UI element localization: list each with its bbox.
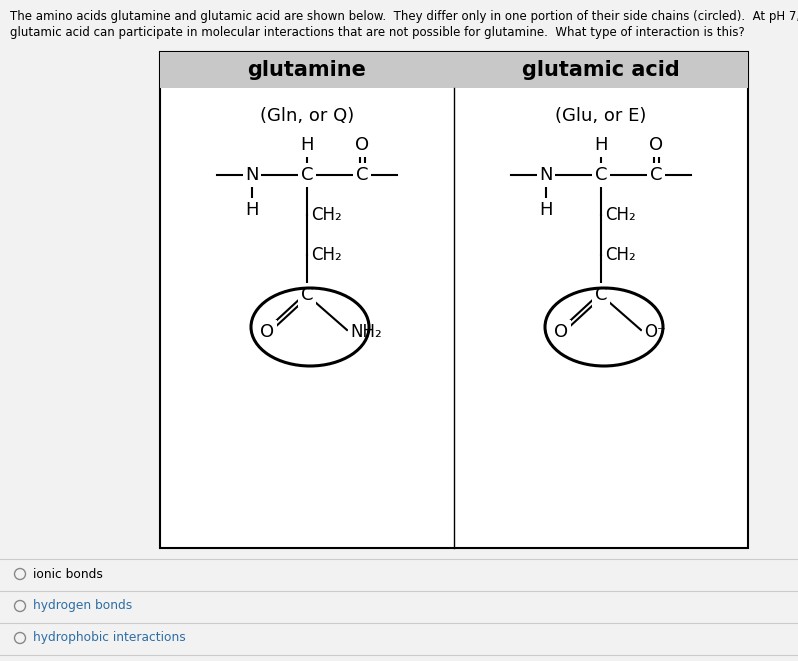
Text: O: O <box>649 136 663 154</box>
Bar <box>160 52 454 88</box>
Text: O: O <box>260 323 274 341</box>
Text: N: N <box>245 166 259 184</box>
Text: NH₂: NH₂ <box>350 323 381 341</box>
Text: N: N <box>539 166 553 184</box>
Text: C: C <box>356 166 368 184</box>
Text: H: H <box>245 201 259 219</box>
Text: O: O <box>554 323 568 341</box>
Text: CH₂: CH₂ <box>311 206 342 224</box>
Text: (Glu, or E): (Glu, or E) <box>555 107 646 125</box>
Text: O⁻: O⁻ <box>644 323 666 341</box>
Text: C: C <box>301 286 314 304</box>
Text: CH₂: CH₂ <box>605 206 636 224</box>
Text: glutamine: glutamine <box>247 60 366 80</box>
Text: C: C <box>301 166 314 184</box>
Text: (Gln, or Q): (Gln, or Q) <box>260 107 354 125</box>
Bar <box>160 52 748 548</box>
Text: hydrophobic interactions: hydrophobic interactions <box>33 631 186 644</box>
Text: C: C <box>595 166 607 184</box>
Text: C: C <box>650 166 662 184</box>
Text: ionic bonds: ionic bonds <box>33 568 103 580</box>
Text: O: O <box>355 136 369 154</box>
Text: C: C <box>595 286 607 304</box>
Text: hydrogen bonds: hydrogen bonds <box>33 600 132 613</box>
Text: The amino acids glutamine and glutamic acid are shown below.  They differ only i: The amino acids glutamine and glutamic a… <box>10 10 798 23</box>
Text: glutamic acid: glutamic acid <box>522 60 680 80</box>
Text: H: H <box>595 136 608 154</box>
Text: CH₂: CH₂ <box>605 246 636 264</box>
Text: glutamic acid can participate in molecular interactions that are not possible fo: glutamic acid can participate in molecul… <box>10 26 745 39</box>
Text: CH₂: CH₂ <box>311 246 342 264</box>
Text: H: H <box>539 201 553 219</box>
Text: H: H <box>300 136 314 154</box>
Bar <box>454 52 748 88</box>
